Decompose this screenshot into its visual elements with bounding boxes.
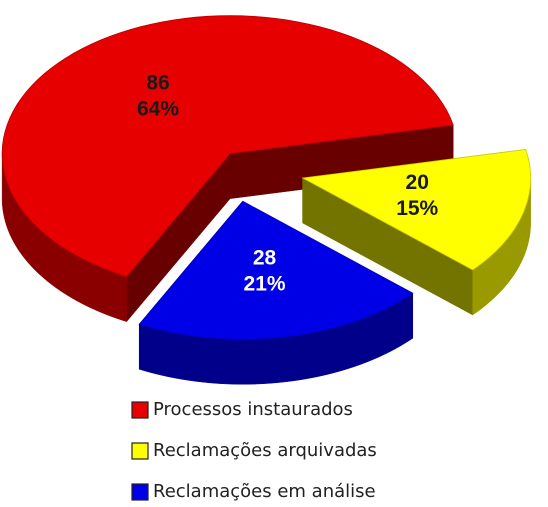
data-label: 64% [137, 97, 179, 120]
legend-swatch [131, 401, 149, 419]
legend-label: Reclamações arquivadas [153, 440, 377, 461]
slice [138, 200, 414, 340]
legend-label: Processos instaurados [153, 399, 353, 420]
legend-swatch [131, 483, 149, 501]
data-label: 20 [406, 171, 429, 194]
data-label: 21% [244, 272, 286, 295]
legend-label: Reclamações em análise [153, 481, 376, 502]
data-label: 86 [146, 71, 169, 94]
slice [1, 15, 454, 278]
slice [301, 148, 532, 271]
legend-swatch [131, 442, 149, 460]
data-label: 28 [253, 246, 277, 269]
data-label: 15% [396, 197, 438, 220]
